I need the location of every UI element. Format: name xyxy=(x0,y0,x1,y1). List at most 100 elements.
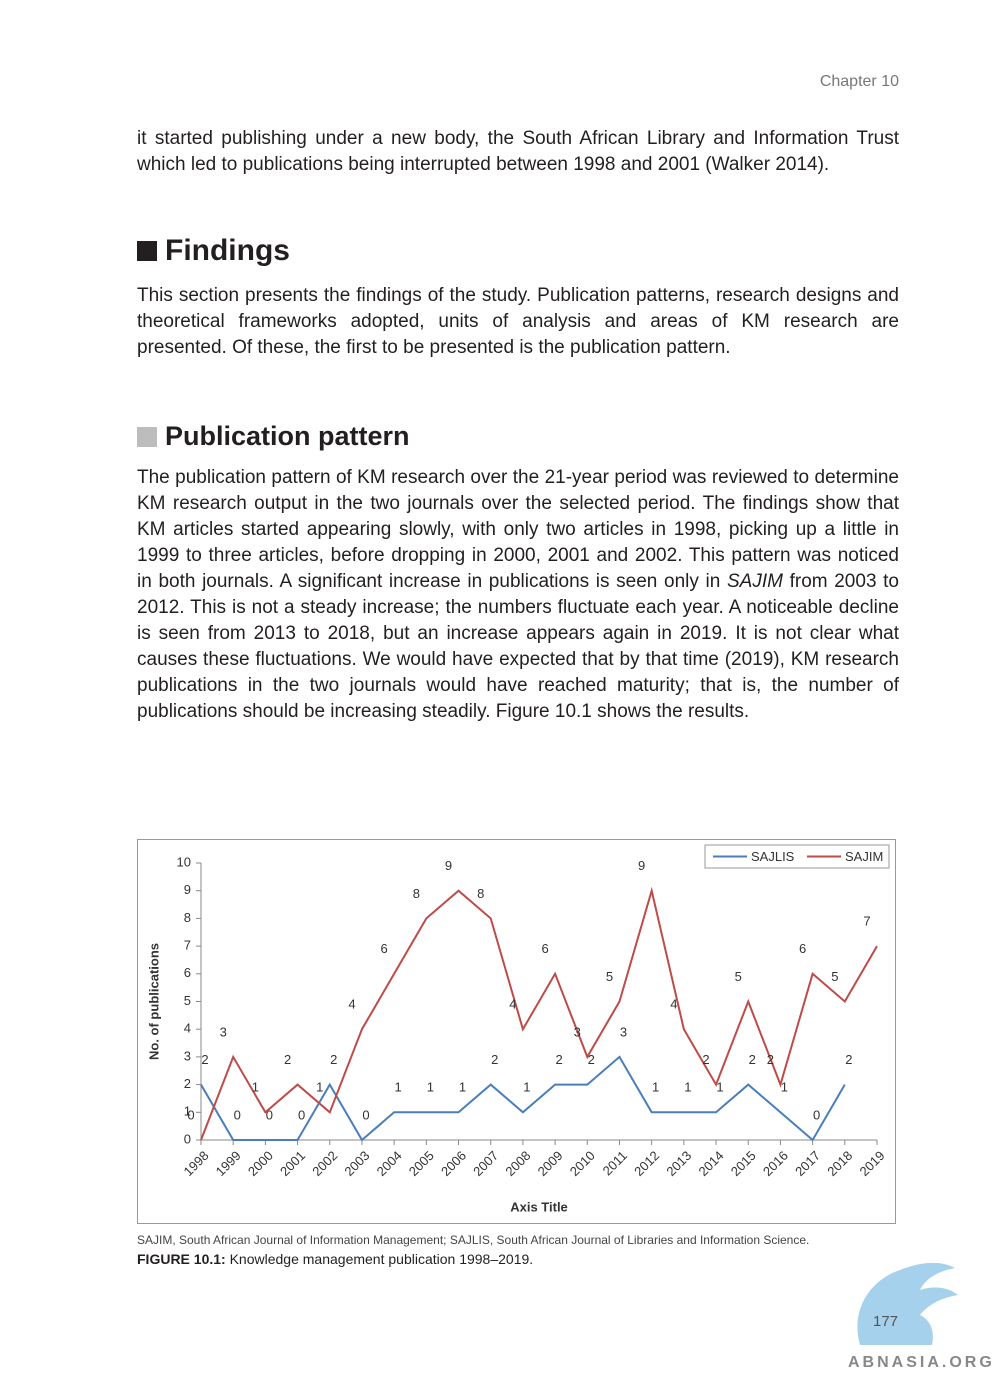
caption-text: Knowledge management publication 1998–20… xyxy=(229,1251,534,1267)
page-number: 177 xyxy=(873,1313,899,1330)
data-label: 8 xyxy=(477,886,484,901)
data-label: 1 xyxy=(684,1080,691,1095)
data-label: 1 xyxy=(395,1080,402,1095)
data-label: 1 xyxy=(427,1080,434,1095)
data-label: 1 xyxy=(316,1080,323,1095)
data-label: 1 xyxy=(652,1080,659,1095)
chart-frame xyxy=(137,839,896,1224)
data-label: 2 xyxy=(845,1052,852,1067)
section-heading: Findings xyxy=(137,234,290,268)
x-tick-label: 2010 xyxy=(567,1148,598,1179)
y-tick-label: 9 xyxy=(184,882,191,897)
data-label: 8 xyxy=(413,886,420,901)
heading-text: Publication pattern xyxy=(165,421,410,451)
x-axis-title: Axis Title xyxy=(510,1199,568,1214)
data-label: 1 xyxy=(523,1080,530,1095)
y-tick-label: 0 xyxy=(184,1131,191,1146)
data-label: 0 xyxy=(266,1107,273,1122)
x-tick-label: 2008 xyxy=(502,1148,533,1179)
subsection-heading: Publication pattern xyxy=(137,421,410,452)
data-label: 0 xyxy=(298,1107,305,1122)
paragraph: This section presents the findings of th… xyxy=(137,285,899,358)
data-label: 3 xyxy=(574,1024,581,1039)
x-tick-label: 2017 xyxy=(792,1148,823,1179)
x-tick-label: 2014 xyxy=(696,1148,727,1179)
x-tick-label: 2000 xyxy=(245,1148,276,1179)
data-label: 4 xyxy=(670,997,677,1012)
x-tick-label: 1999 xyxy=(213,1148,244,1179)
data-label: 4 xyxy=(509,997,516,1012)
data-label: 2 xyxy=(284,1052,291,1067)
data-label: 6 xyxy=(799,941,806,956)
data-label: 1 xyxy=(781,1080,788,1095)
legend-box xyxy=(704,844,890,869)
x-tick-label: 2009 xyxy=(535,1148,566,1179)
data-label: 0 xyxy=(187,1107,194,1122)
y-tick-label: 1 xyxy=(184,1104,191,1119)
watermark: ABNASIA.ORG xyxy=(848,1354,993,1371)
x-tick-label: 2015 xyxy=(728,1148,759,1179)
chapter-header: Chapter 10 xyxy=(819,73,899,90)
y-tick-label: 6 xyxy=(184,965,191,980)
x-tick-label: 2003 xyxy=(341,1148,372,1179)
y-tick-label: 4 xyxy=(184,1021,191,1036)
data-label: 2 xyxy=(491,1052,498,1067)
y-tick-label: 5 xyxy=(184,993,191,1008)
x-tick-label: 2016 xyxy=(760,1148,791,1179)
x-tick-label: 2007 xyxy=(470,1148,501,1179)
data-label: 6 xyxy=(541,941,548,956)
y-tick-label: 8 xyxy=(184,910,191,925)
x-tick-label: 2005 xyxy=(406,1148,437,1179)
figure-caption: FIGURE 10.1: Knowledge management public… xyxy=(137,1251,533,1267)
legend-label: SAJLIS xyxy=(751,849,795,864)
data-label: 5 xyxy=(831,969,838,984)
data-label: 0 xyxy=(813,1107,820,1122)
data-label: 2 xyxy=(588,1052,595,1067)
data-label: 0 xyxy=(234,1107,241,1122)
series-line xyxy=(200,886,878,1141)
data-label: 2 xyxy=(767,1052,774,1067)
x-tick-label: 2019 xyxy=(856,1148,887,1179)
legend-label: SAJIM xyxy=(845,849,883,864)
data-label: 5 xyxy=(606,969,613,984)
y-tick-label: 10 xyxy=(177,854,191,869)
data-label: 7 xyxy=(863,914,870,929)
data-label: 3 xyxy=(620,1024,627,1039)
x-tick-label: 2011 xyxy=(600,1148,630,1178)
data-label: 3 xyxy=(220,1024,227,1039)
x-tick-label: 2004 xyxy=(374,1148,405,1179)
heading-marker xyxy=(137,426,157,447)
x-tick-label: 1998 xyxy=(180,1148,211,1179)
figure-label: FIGURE 10.1: xyxy=(137,1251,226,1267)
x-tick-label: 2001 xyxy=(277,1148,308,1179)
data-label: 2 xyxy=(555,1052,562,1067)
data-label: 5 xyxy=(735,969,742,984)
y-tick-label: 2 xyxy=(184,1076,191,1091)
x-tick-label: 2013 xyxy=(663,1148,694,1179)
emphasis: SAJIM xyxy=(726,571,783,592)
paragraph: The publication pattern of KM research o… xyxy=(137,465,899,725)
paragraph: it started publishing under a new body, … xyxy=(137,128,899,175)
data-label: 2 xyxy=(330,1052,337,1067)
y-tick-label: 3 xyxy=(184,1048,191,1063)
data-label: 1 xyxy=(459,1080,466,1095)
heading-marker xyxy=(137,241,157,261)
x-tick-label: 2002 xyxy=(309,1148,340,1179)
y-tick-label: 7 xyxy=(184,938,191,953)
data-label: 2 xyxy=(749,1052,756,1067)
data-label: 1 xyxy=(716,1080,723,1095)
data-label: 2 xyxy=(702,1052,709,1067)
x-tick-label: 2006 xyxy=(438,1148,469,1179)
data-label: 1 xyxy=(252,1080,259,1095)
x-tick-label: 2018 xyxy=(824,1148,855,1179)
data-label: 2 xyxy=(201,1052,208,1067)
series-line xyxy=(200,1055,846,1142)
data-label: 4 xyxy=(348,997,355,1012)
data-label: 9 xyxy=(445,858,452,873)
data-label: 6 xyxy=(381,941,388,956)
text: The publication pattern of KM research o… xyxy=(137,467,899,592)
text: from 2003 to 2012. This is not a steady … xyxy=(137,571,900,722)
figure-note: SAJIM, South African Journal of Informat… xyxy=(137,1233,810,1247)
